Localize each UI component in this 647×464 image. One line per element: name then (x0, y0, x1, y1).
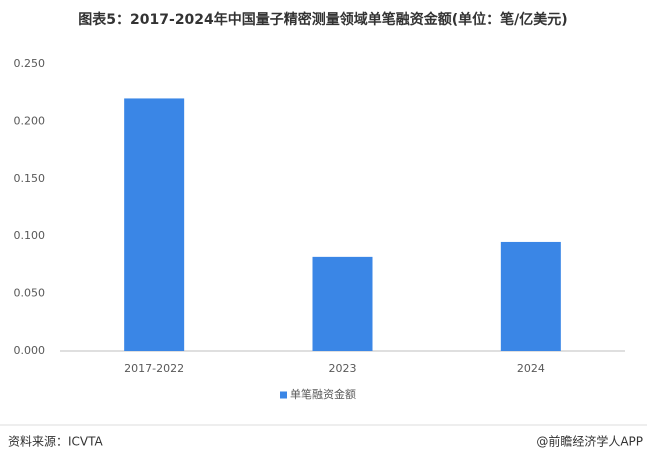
x-tick-label: 2024 (517, 362, 545, 375)
bar (500, 241, 561, 351)
y-tick-label: 0.150 (14, 172, 46, 185)
bar (124, 98, 185, 351)
y-tick-label: 0.200 (14, 114, 46, 127)
x-tick-label: 2017-2022 (124, 362, 184, 375)
credit: @前瞻经济学人APP (536, 434, 643, 449)
source: 资料来源：ICVTA (8, 435, 104, 449)
chart-title: 图表5：2017-2024年中国量子精密测量领域单笔融资金额(单位：笔/亿美元) (78, 11, 567, 28)
y-tick-label: 0.050 (14, 287, 46, 300)
legend-swatch (280, 391, 287, 399)
y-tick-label: 0.000 (14, 344, 46, 357)
bar (312, 256, 373, 351)
x-tick-label: 2023 (329, 362, 357, 375)
y-tick-label: 0.100 (14, 229, 46, 242)
legend-label: 单笔融资金额 (290, 387, 356, 401)
y-tick-label: 0.250 (14, 57, 46, 70)
